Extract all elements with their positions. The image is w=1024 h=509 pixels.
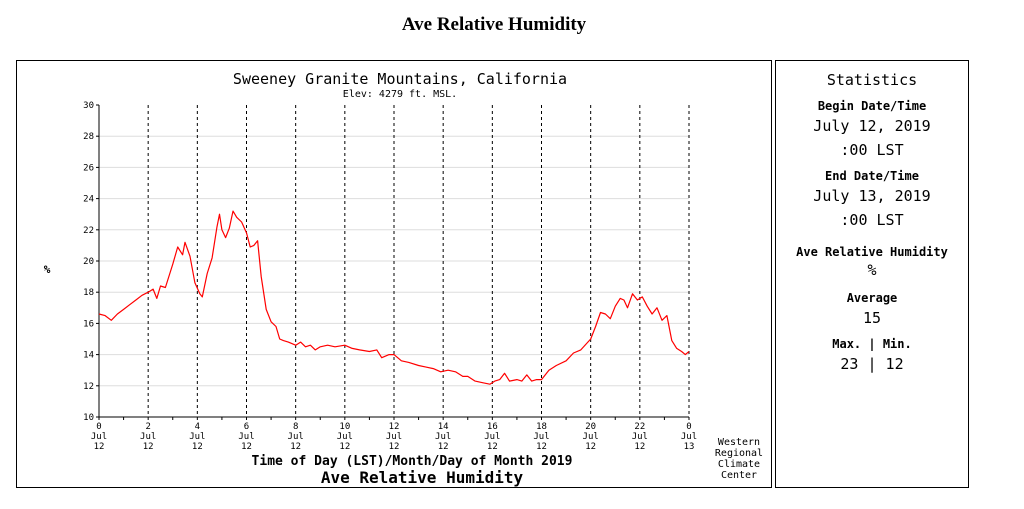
x-tick-day: 12 [241,442,252,452]
chart-panel: Sweeney Granite Mountains, California El… [16,60,772,488]
average-label: Average [846,291,898,305]
y-tick-label: 20 [83,257,94,267]
x-tick-hour: 2 [145,422,150,432]
x-tick-day: 12 [536,442,547,452]
x-tick-day: 12 [634,442,645,452]
humidity-chart: Sweeney Granite Mountains, California El… [44,70,763,487]
y-tick-label: 22 [83,226,94,236]
credit-line: Climate [718,459,760,470]
x-tick-hour: 10 [339,422,350,432]
x-tick-month: Jul [632,432,648,442]
x-tick-month: Jul [288,432,304,442]
series-layer [98,210,690,385]
x-tick-day: 12 [192,442,203,452]
page-title: Ave Relative Humidity [401,14,587,35]
x-tick-month: Jul [238,432,254,442]
y-tick-label: 10 [83,413,94,423]
x-tick-day: 12 [585,442,596,452]
x-tick-month: Jul [583,432,599,442]
x-tick-day: 12 [389,442,400,452]
credit-line: Regional [715,448,763,459]
x-tick-month: Jul [533,432,549,442]
tick-labels: 10121416182022242628300Jul122Jul124Jul12… [83,101,697,452]
y-axis-label: % [44,263,51,276]
x-tick-day: 12 [94,442,105,452]
x-axis-label: Time of Day (LST)/Month/Day of Month 201… [252,454,573,469]
x-tick-month: Jul [386,432,402,442]
y-tick-label: 14 [83,351,94,361]
x-tick-hour: 12 [389,422,400,432]
y-tick-label: 28 [83,132,94,142]
variable-unit: % [867,261,877,279]
credit-line: Western [718,437,760,448]
y-tick-label: 24 [83,195,94,205]
x-tick-month: Jul [681,432,697,442]
x-tick-hour: 20 [585,422,596,432]
x-tick-month: Jul [91,432,107,442]
y-tick-label: 30 [83,101,94,111]
end-datetime-label: End Date/Time [825,169,919,183]
x-tick-day: 12 [290,442,301,452]
x-tick-month: Jul [435,432,451,442]
x-tick-month: Jul [189,432,205,442]
x-tick-month: Jul [484,432,500,442]
x-tick-day: 12 [438,442,449,452]
x-tick-hour: 0 [686,422,691,432]
y-tick-label: 26 [83,163,94,173]
x-tick-hour: 16 [487,422,498,432]
x-tick-day: 12 [143,442,154,452]
x-tick-day: 12 [339,442,350,452]
x-tick-month: Jul [140,432,156,442]
end-time-value: :00 LST [840,211,904,229]
credit-line: Center [721,470,757,481]
statistics-heading: Statistics [826,71,918,89]
x-tick-day: 13 [684,442,695,452]
chart-caption: Ave Relative Humidity [321,468,524,487]
x-tick-hour: 0 [96,422,101,432]
x-tick-hour: 18 [536,422,547,432]
max-min-label: Max. | Min. [832,337,912,351]
x-tick-hour: 8 [293,422,298,432]
statistics-panel: Statistics Begin Date/Time July 12, 2019… [775,60,969,488]
begin-time-value: :00 LST [840,141,904,159]
variable-label: Ave Relative Humidity [796,245,948,259]
y-tick-label: 18 [83,288,94,298]
x-tick-month: Jul [337,432,353,442]
grid-layer [98,105,690,417]
chart-subtitle: Elev: 4279 ft. MSL. [343,89,457,100]
y-tick-label: 16 [83,319,94,329]
average-value: 15 [862,309,882,327]
chart-title: Sweeney Granite Mountains, California [233,70,567,88]
x-tick-hour: 4 [195,422,200,432]
begin-datetime-label: Begin Date/Time [817,99,927,113]
series-line-relative-humidity [98,210,690,385]
axis-layer [96,104,690,420]
y-tick-label: 12 [83,382,94,392]
x-tick-day: 12 [487,442,498,452]
max-min-value: 23 | 12 [840,355,904,373]
x-tick-hour: 14 [438,422,449,432]
x-tick-hour: 22 [634,422,645,432]
x-tick-hour: 6 [244,422,249,432]
end-date-value: July 13, 2019 [813,187,931,205]
begin-date-value: July 12, 2019 [813,117,931,135]
